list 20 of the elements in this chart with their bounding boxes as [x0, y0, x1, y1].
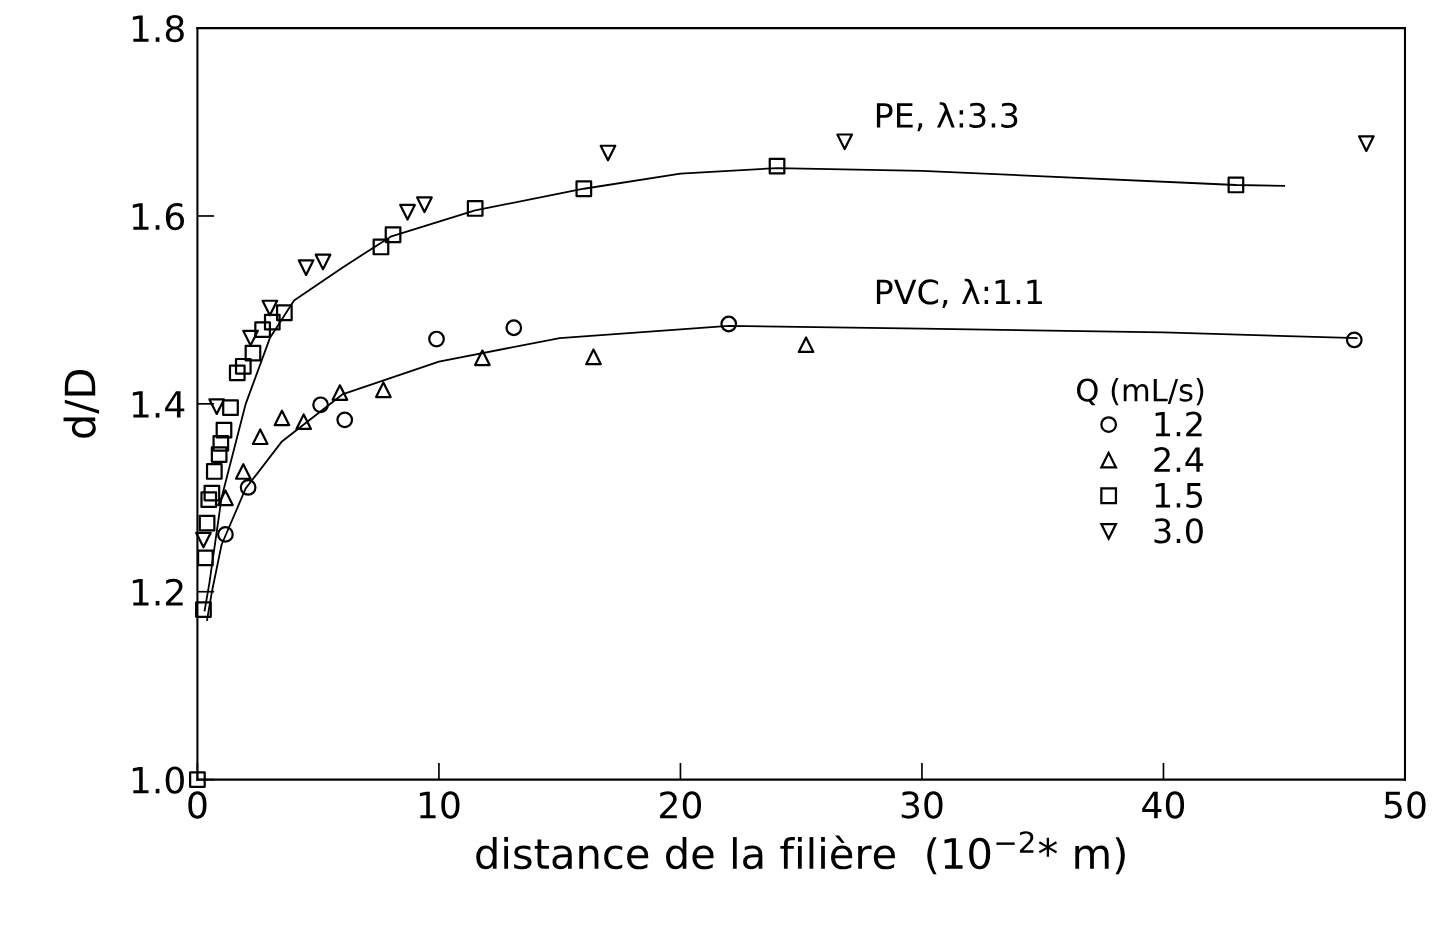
y-tick-label: 1.0: [132, 766, 184, 794]
legend-label: 3.0: [1154, 518, 1203, 544]
x-tick-label: 30: [901, 791, 943, 819]
x-axis-title: distance de la filière (10$^{−2}$* m): [476, 831, 1125, 875]
x-tick-label: 20: [660, 791, 702, 819]
y-tick-label: 1.6: [132, 202, 185, 231]
legend-title: Q (mL/s): [1077, 378, 1204, 406]
y-axis-title: d/D: [63, 370, 100, 438]
x-tick-label: 10: [419, 791, 460, 819]
x-tick-label: 0: [188, 791, 207, 819]
legend-label: 1.2: [1155, 411, 1202, 437]
y-tick-label: 1.4: [132, 391, 185, 418]
y-tick-label: 1.8: [132, 15, 184, 43]
annotation: PVC, λ:1.1: [876, 278, 1042, 308]
x-tick-label: 40: [1142, 791, 1185, 819]
x-tick-label: 50: [1384, 791, 1426, 819]
y-tick-label: 1.2: [132, 578, 183, 606]
annotation: PE, λ:3.3: [876, 102, 1018, 132]
legend-label: 2.4: [1154, 447, 1204, 472]
legend-label: 1.5: [1155, 483, 1203, 508]
